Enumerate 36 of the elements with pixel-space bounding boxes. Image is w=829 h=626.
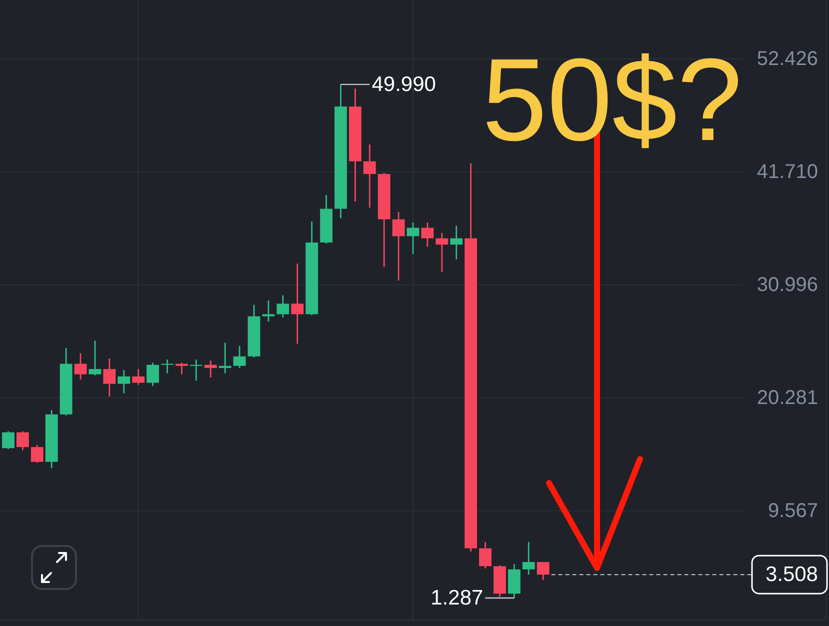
candlestick [118,369,130,394]
candlestick [30,444,44,464]
candlestick [436,232,448,273]
candlestick [88,340,102,376]
candlestick [392,211,405,282]
y-tick-label: 41.710 [756,161,818,184]
candlestick [536,561,550,581]
ref-line-label: 3.508 [765,563,818,586]
candlestick [406,222,420,255]
y-tick-label: 30.996 [756,274,818,296]
candlestick [522,541,535,576]
y-tick-label: 52.426 [756,48,818,70]
annotation: 49.990 [372,72,436,96]
candlestick [450,224,463,260]
candlestick [262,300,275,322]
candlestick [479,541,492,570]
annotation: 1.287 [430,586,484,610]
candlestick [276,294,290,318]
candlestick [146,362,160,387]
candlestick [363,144,376,208]
candlestick [74,352,87,380]
candlestick [161,358,174,374]
candlestick [132,368,145,386]
candlestick [103,358,116,398]
candlestick [233,345,246,369]
candlestick [421,222,434,248]
annotation: 50$? [482,34,742,165]
candlestick [16,430,29,451]
y-tick-label: 20.281 [756,387,818,410]
candlestick [175,362,188,376]
candlestick [190,358,202,382]
candlestick [204,360,217,378]
y-tick-label: 9.567 [768,500,818,522]
candlestick [2,430,14,450]
candlestick [291,262,304,344]
candlestick [218,342,232,374]
